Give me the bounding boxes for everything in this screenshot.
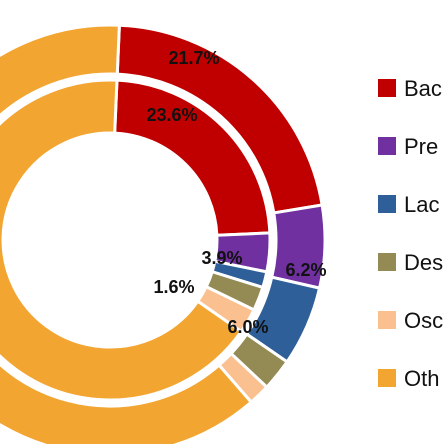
legend-label-oth: Oth (404, 366, 439, 391)
legend-label-pre: Pre (404, 134, 438, 159)
outer-label-pre: 6.2% (285, 260, 326, 280)
legend-swatch-osc (378, 311, 396, 329)
inner-label-lac: 1.6% (153, 277, 194, 297)
inner-label-pre: 3.9% (201, 248, 242, 268)
legend: Bac Pre Lac Des Osc Oth (378, 76, 443, 391)
outer-slice-oth (0, 23, 254, 444)
outer-label-bac: 21.7% (168, 48, 219, 68)
legend-swatch-pre (378, 137, 396, 155)
legend-swatch-bac (378, 79, 396, 97)
legend-label-osc: Osc (404, 308, 443, 333)
legend-swatch-oth (378, 369, 396, 387)
data-labels: 21.7% 6.2% 6.0% 23.6% 3.9% 1.6% (146, 48, 326, 337)
legend-label-lac: Lac (404, 192, 439, 217)
legend-label-des: Des (404, 250, 443, 275)
inner-slice-oth (0, 78, 244, 402)
inner-label-bac: 23.6% (146, 105, 197, 125)
outer-ring (0, 23, 327, 444)
legend-swatch-des (378, 253, 396, 271)
legend-swatch-lac (378, 195, 396, 213)
inner-ring (0, 78, 272, 402)
legend-label-bac: Bac (404, 76, 442, 101)
outer-label-lac: 6.0% (227, 317, 268, 337)
